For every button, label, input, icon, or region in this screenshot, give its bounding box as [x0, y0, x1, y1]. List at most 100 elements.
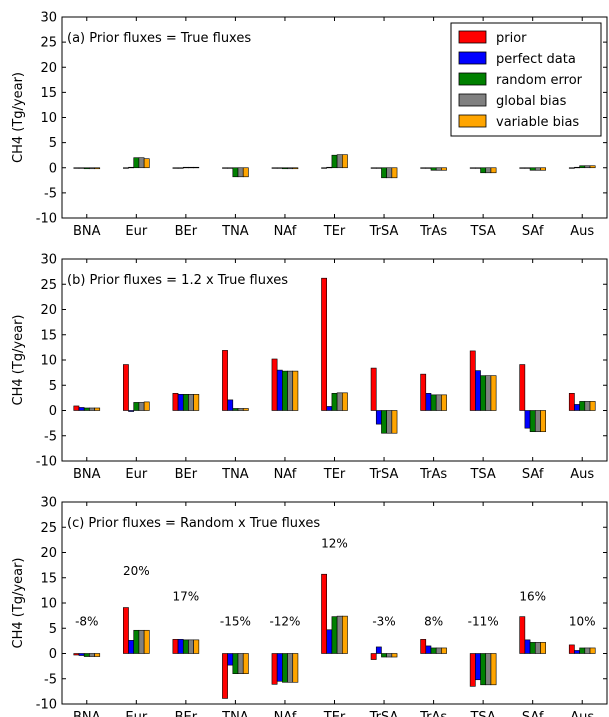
bar-TrSA-global-bias — [386, 653, 393, 658]
bar-BEr-perfect-data — [177, 394, 184, 411]
bar-SAf-random-error — [529, 167, 536, 171]
bar-NAf-variable-bias — [292, 167, 299, 170]
bar-NAf-prior — [271, 653, 278, 685]
bar-TEr-perfect-data — [326, 406, 333, 411]
bar-SAf-prior — [519, 167, 526, 169]
y-tick-label: 15 — [40, 571, 57, 586]
bar-BEr-global-bias — [188, 394, 194, 411]
bar-TrAs-prior — [420, 639, 427, 654]
y-tick-label: 15 — [40, 86, 57, 101]
bar-Aus-random-error — [579, 401, 586, 411]
y-tick-label: 5 — [49, 379, 57, 394]
x-tick-label: TrAs — [419, 710, 447, 717]
bar-TSA-global-bias — [485, 375, 492, 411]
y-tick-label: 30 — [40, 11, 57, 26]
bar-TEr-perfect-data — [326, 166, 333, 169]
bar-TrSA-global-bias — [386, 167, 393, 179]
x-tick-label: TrSA — [369, 467, 399, 482]
bar-TNA-variable-bias — [242, 408, 249, 411]
bar-TrSA-prior — [370, 653, 377, 660]
bar-TSA-prior — [469, 167, 476, 169]
legend-label: perfect data — [496, 52, 576, 67]
x-tick-label: TNA — [221, 467, 249, 482]
y-tick-label: -5 — [44, 186, 57, 201]
legend-swatch-global-bias — [458, 93, 487, 107]
bar-SAf-prior — [519, 616, 526, 654]
bar-TEr-random-error — [331, 154, 338, 169]
bar-BNA-variable-bias — [94, 407, 101, 411]
x-tick-label: BEr — [175, 710, 198, 717]
x-tick-label: TSA — [469, 224, 495, 239]
bar-TEr-global-bias — [336, 615, 343, 654]
bar-TNA-random-error — [232, 653, 239, 675]
bar-TSA-variable-bias — [490, 653, 497, 686]
bar-TrSA-prior — [370, 167, 377, 169]
bar-NAf-random-error — [282, 653, 288, 683]
bar-TrSA-random-error — [381, 410, 387, 434]
panel-c: -10 -5 0 5 10 15 20 25 30 BNA Eur BEr TNA NAf TEr TrSA T… — [11, 496, 608, 717]
x-tick-label: BNA — [73, 467, 101, 482]
bar-NAf-variable-bias — [292, 370, 299, 411]
bar-Eur-global-bias — [138, 157, 145, 169]
y-tick-label: 15 — [40, 328, 57, 343]
bar-SAf-perfect-data — [524, 639, 531, 654]
bar-TNA-global-bias — [237, 653, 244, 675]
bar-TSA-random-error — [480, 167, 487, 174]
y-tick-label: 0 — [49, 404, 57, 419]
bar-BEr-random-error — [182, 639, 189, 654]
bar-TrSA-perfect-data — [375, 167, 382, 169]
bar-Aus-prior — [568, 644, 575, 654]
bar-BEr-prior — [172, 393, 179, 411]
x-tick-label: TNA — [221, 224, 249, 239]
bar-Eur-random-error — [133, 402, 140, 411]
y-tick-label: 0 — [49, 647, 57, 662]
bar-TrAs-variable-bias — [441, 167, 447, 171]
panel-title: (b) Prior fluxes = 1.2 x True fluxes — [67, 273, 288, 288]
bar-NAf-global-bias — [287, 370, 294, 411]
y-tick-label: 25 — [40, 521, 57, 536]
x-tick-label: Aus — [570, 224, 594, 239]
percent-annotation: -11% — [468, 615, 499, 629]
bar-TEr-global-bias — [336, 154, 343, 169]
bar-TEr-prior — [321, 277, 327, 411]
x-tick-label: NAf — [274, 710, 297, 717]
percent-annotation: 12% — [321, 536, 348, 550]
bar-TEr-variable-bias — [341, 392, 348, 411]
bar-Eur-prior — [123, 167, 129, 169]
bar-TSA-variable-bias — [490, 375, 497, 411]
y-tick-label: -5 — [44, 672, 57, 687]
bar-SAf-prior — [519, 364, 526, 411]
bar-SAf-variable-bias — [540, 410, 546, 433]
x-tick-label: TrSA — [369, 224, 399, 239]
bar-NAf-perfect-data — [276, 369, 283, 411]
bar-Eur-global-bias — [138, 629, 145, 654]
y-axis-label: CH4 (Tg/year) — [11, 558, 26, 649]
x-tick-label: Aus — [570, 467, 594, 482]
bar-Eur-perfect-data — [128, 166, 135, 169]
percent-annotation: 10% — [569, 615, 596, 629]
bar-TNA-perfect-data — [227, 399, 234, 411]
bar-SAf-random-error — [529, 642, 536, 654]
bar-TEr-random-error — [331, 616, 338, 654]
bar-BNA-perfect-data — [78, 407, 85, 411]
bar-TrAs-variable-bias — [441, 394, 447, 411]
bar-BNA-global-bias — [89, 407, 95, 411]
bar-NAf-global-bias — [287, 167, 294, 170]
bar-BNA-perfect-data — [78, 167, 85, 169]
y-tick-label: 25 — [40, 36, 57, 51]
x-tick-label: TNA — [221, 710, 249, 717]
x-tick-label: Eur — [125, 467, 147, 482]
bar-SAf-variable-bias — [540, 167, 546, 171]
x-tick-label: TEr — [323, 467, 346, 482]
bar-TrAs-variable-bias — [441, 647, 447, 654]
bar-BNA-prior — [73, 653, 80, 656]
bar-BEr-global-bias — [188, 166, 194, 169]
bar-SAf-variable-bias — [540, 642, 546, 654]
bar-NAf-global-bias — [287, 653, 294, 683]
bar-Aus-perfect-data — [574, 166, 580, 169]
bar-TrAs-prior — [420, 373, 427, 411]
bar-TrSA-random-error — [381, 653, 387, 658]
bar-TSA-global-bias — [485, 167, 492, 174]
y-tick-label: 10 — [40, 111, 57, 126]
